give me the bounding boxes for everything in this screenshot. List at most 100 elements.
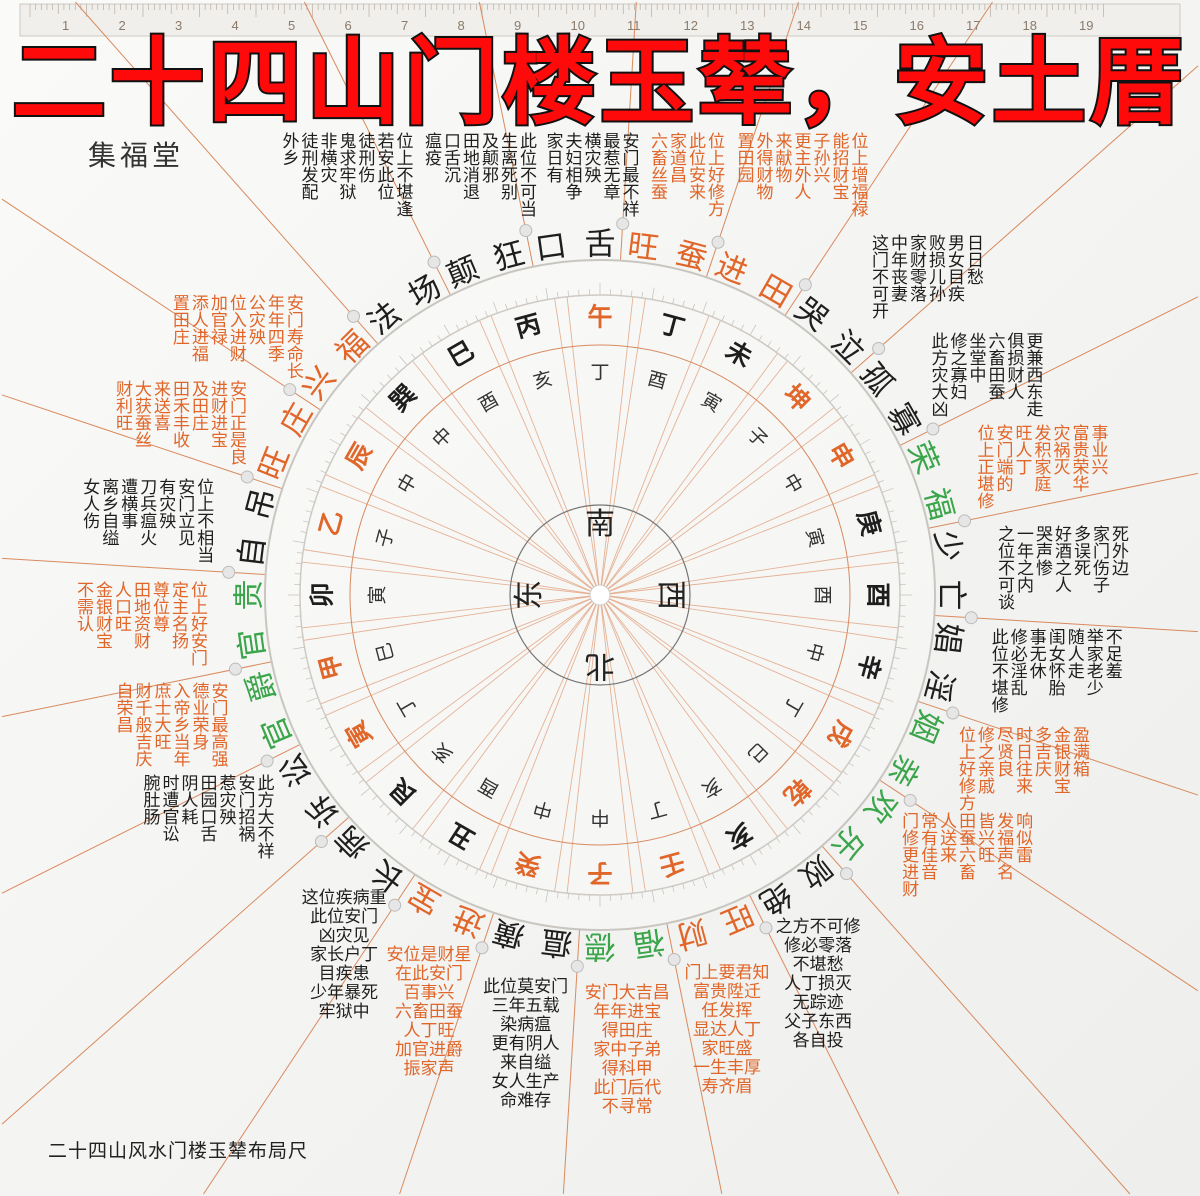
sector-divider-line [1, 744, 301, 894]
pin-dot [240, 470, 254, 484]
sector-text-line: 公灾殃 [244, 293, 265, 345]
degree-tick [399, 824, 408, 835]
degree-tick [305, 677, 312, 680]
sector-text-line: 日日愁 [963, 234, 983, 285]
sector-text-line: 口舌沉 [440, 132, 460, 183]
sector-text-兴福: 安门寿命长 年年四季 公灾殃 位入进财 加官禄 添人进福 置田庄 [168, 293, 303, 384]
sector-text-福德: 安门大吉昌 年年进宝 得田庄 家中子弟 得科甲 此门后代 不寻常 [582, 984, 672, 1117]
sector-text-line: 女人生产 [491, 1071, 560, 1092]
pin-dot [228, 662, 242, 676]
degree-tick [712, 873, 715, 879]
sector-text-line: 灾祸灭 [1049, 424, 1070, 476]
sector-text-line: 此位不堪修 [987, 628, 1008, 714]
degree-tick [631, 290, 633, 297]
sector-name: 舌 [584, 226, 616, 263]
degree-tick [776, 837, 781, 843]
degree-tick [296, 552, 303, 554]
degree-tick [829, 394, 840, 403]
sector-text-line: 随人走 [1063, 628, 1084, 680]
degree-tick [340, 753, 346, 758]
sector-text-line: 事业兴 [1087, 424, 1108, 476]
degree-tick [292, 646, 305, 650]
ruler-number: 11 [627, 18, 641, 33]
sector-text-line: 时日往来 [1012, 726, 1033, 795]
sector-text-line: 子孙兴 [809, 132, 830, 183]
sector-text-line: 目疾患 [318, 964, 370, 985]
degree-tick [702, 301, 708, 314]
sector-text-line: 位上正堪修 [973, 424, 994, 510]
degree-tick [792, 355, 801, 366]
sector-text-口舌: 安门最不祥 最惹无章 横灾殃 夫妇相争 家日有 [543, 132, 639, 222]
degree-tick [784, 831, 789, 837]
sector-text-进田: 位上增福禄 能招财宝 子孙兴 更主外人 来献物 外得财物 置田园 [734, 132, 868, 222]
degree-tick [387, 810, 392, 816]
degree-tick [329, 438, 341, 446]
sector-text-line: 位上不堪逢 [392, 132, 413, 217]
degree-tick [822, 389, 828, 395]
sector-text-官贵: 位上好安门 定主名扬 尊位尊 田地资财 人口旺 金银财宝 不需认 [73, 580, 207, 671]
inner-ring-char: 丁 [590, 361, 610, 384]
sector-text-line: 置田庄 [168, 293, 189, 345]
sector-text-line: 门修更进财 [898, 812, 919, 898]
ruler-number: 18 [1022, 18, 1037, 33]
sector-text-line: 安门大吉昌 [584, 983, 670, 1004]
degree-tick [360, 394, 371, 403]
sector-name: 少 [927, 528, 968, 565]
degree-tick [379, 803, 385, 808]
sector-name: 自 [232, 534, 272, 570]
degree-tick [515, 300, 518, 307]
degree-tick [394, 367, 400, 373]
sector-text-line: 更有阴人 [491, 1033, 560, 1054]
degree-tick [885, 687, 892, 690]
sector-text-line: 安门寿命长 [282, 293, 303, 379]
sector-text-line: 时遭官讼 [158, 773, 179, 842]
degree-tick [379, 382, 385, 387]
sector-divider-line [1, 394, 283, 490]
degree-tick [749, 854, 757, 866]
pin-dot [222, 565, 236, 579]
degree-tick [758, 849, 763, 855]
degree-tick [836, 779, 842, 784]
sector-text-颠狂: 此位不可当 生离死别 及颠邪 田地消退 口舌沉 瘟疫 [421, 132, 536, 222]
degree-tick [885, 500, 892, 503]
sector-text-line: 财利旺 [111, 379, 132, 431]
pin-dot [903, 793, 917, 807]
degree-tick [893, 531, 900, 533]
sector-text-line: 六畜田蚕 [395, 1001, 464, 1022]
degree-tick [721, 868, 725, 875]
sector-text-line: 不堪愁 [792, 955, 844, 976]
sector-divider-line [399, 912, 495, 1195]
sector-text-line: 振家声 [403, 1058, 455, 1079]
sector-text-line: 哭声惨 [1032, 525, 1053, 577]
sector-text-line: 加官进爵 [395, 1039, 464, 1060]
degree-tick [545, 287, 549, 300]
center-pin [589, 584, 611, 606]
pin-dot [964, 611, 978, 625]
degree-tick [897, 552, 904, 554]
sector-text-line: 父子东西 [784, 1012, 853, 1033]
sector-text-line: 显达人丁 [692, 1019, 761, 1040]
pin-dot [283, 383, 297, 397]
sector-text-line: 定主名扬 [167, 580, 188, 649]
degree-tick [864, 451, 871, 455]
degree-tick [672, 886, 675, 892]
sector-text-line: 一生丰厚 [692, 1057, 761, 1078]
degree-tick [702, 876, 708, 889]
sector-text-line: 女人伤 [79, 477, 100, 529]
sector-text-line: 安门立见 [174, 477, 195, 546]
degree-tick [372, 389, 378, 395]
degree-tick [891, 667, 897, 670]
mountain-1: 午 [587, 302, 613, 332]
degree-tick [306, 487, 319, 493]
sector-text-line: 这门不可开 [868, 234, 888, 319]
ruler-number: 17 [966, 18, 981, 33]
degree-tick [767, 341, 772, 347]
degree-tick [324, 726, 331, 730]
sector-text-line: 修之寡妇 [946, 332, 967, 401]
sector-divider-line [917, 700, 1199, 796]
sector-text-line: 金银财宝 [1050, 726, 1071, 795]
sector-text-line: 染病瘟 [500, 1014, 552, 1035]
sector-text-line: 安门最高强 [207, 681, 228, 767]
sector-text-line: 常有佳音 [917, 812, 938, 881]
degree-tick [303, 667, 309, 670]
